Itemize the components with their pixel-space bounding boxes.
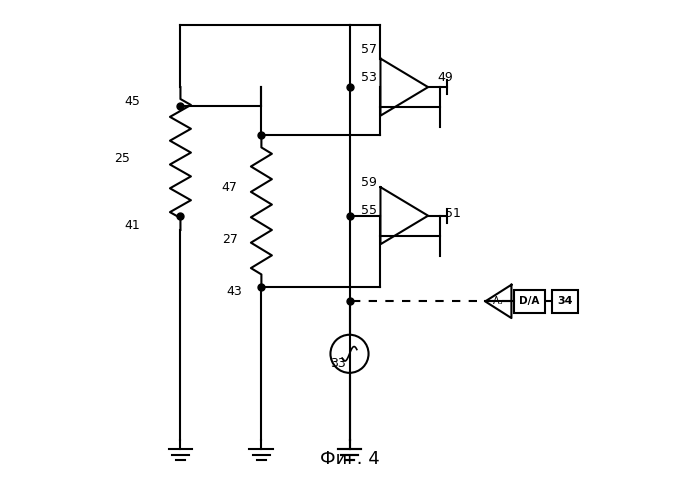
Text: 25: 25: [115, 152, 131, 165]
Text: 51: 51: [445, 207, 461, 220]
Text: A₃: A₃: [493, 297, 504, 307]
Text: D/A: D/A: [519, 297, 540, 307]
Text: 41: 41: [124, 219, 140, 232]
Text: 47: 47: [222, 181, 238, 194]
Text: Фиг. 4: Фиг. 4: [319, 450, 380, 468]
Text: 34: 34: [557, 297, 572, 307]
FancyBboxPatch shape: [552, 289, 578, 313]
Text: 45: 45: [124, 95, 140, 108]
Text: 49: 49: [438, 71, 454, 84]
FancyBboxPatch shape: [514, 289, 545, 313]
Text: 53: 53: [361, 71, 377, 84]
Text: 57: 57: [361, 43, 377, 56]
Text: 55: 55: [361, 205, 377, 217]
Text: 43: 43: [226, 285, 243, 298]
Text: 33: 33: [331, 357, 346, 370]
Text: 27: 27: [222, 233, 238, 246]
Text: 59: 59: [361, 176, 377, 189]
